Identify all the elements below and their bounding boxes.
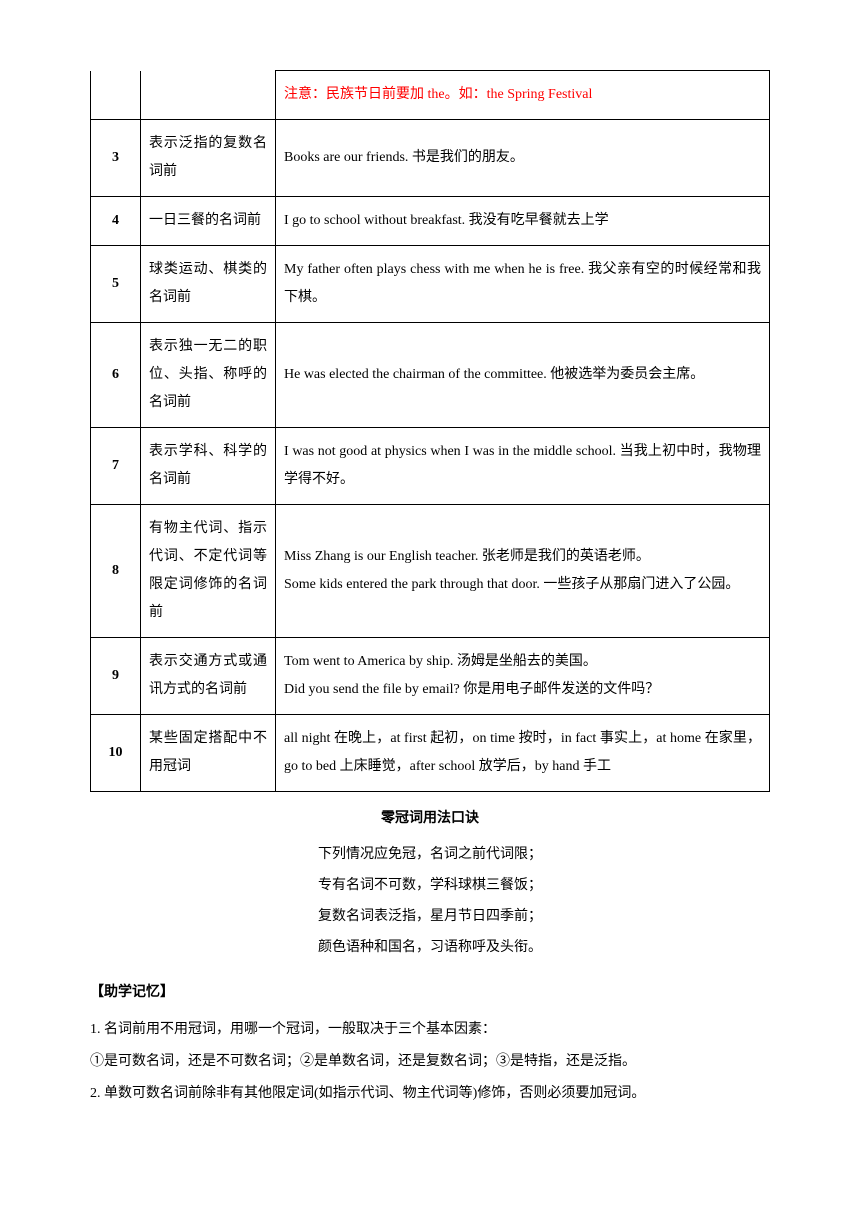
- row-category: 表示学科、科学的名词前: [141, 428, 276, 505]
- row-category: 表示泛指的复数名词前: [141, 120, 276, 197]
- row-category: 表示交通方式或通讯方式的名词前: [141, 638, 276, 715]
- mnemonic-block: 1. 名词前用不用冠词，用哪一个冠词，一般取决于三个基本因素：①是可数名词，还是…: [90, 1014, 770, 1111]
- row-number: 7: [91, 428, 141, 505]
- table-body: 注意：民族节日前要加 the。如：the Spring Festival3表示泛…: [91, 71, 770, 792]
- zero-article-table: 注意：民族节日前要加 the。如：the Spring Festival3表示泛…: [90, 70, 770, 792]
- rhyme-line: 专有名词不可数，学科球棋三餐饭；: [90, 871, 770, 902]
- row-example: Books are our friends. 书是我们的朋友。: [276, 120, 770, 197]
- row-number: 6: [91, 323, 141, 428]
- table-row: 注意：民族节日前要加 the。如：the Spring Festival: [91, 71, 770, 120]
- row-example: all night 在晚上，at first 起初，on time 按时，in …: [276, 715, 770, 792]
- rhyme-line: 颜色语种和国名，习语称呼及头衔。: [90, 933, 770, 964]
- row-category: [141, 71, 276, 120]
- row-number: 3: [91, 120, 141, 197]
- row-number: 10: [91, 715, 141, 792]
- row-example: Tom went to America by ship. 汤姆是坐船去的美国。D…: [276, 638, 770, 715]
- row-number: 9: [91, 638, 141, 715]
- row-category: 某些固定搭配中不用冠词: [141, 715, 276, 792]
- row-category: 球类运动、棋类的名词前: [141, 246, 276, 323]
- table-row: 5球类运动、棋类的名词前My father often plays chess …: [91, 246, 770, 323]
- mnemonic-line: 2. 单数可数名词前除非有其他限定词(如指示代词、物主代词等)修饰，否则必须要加…: [90, 1078, 770, 1110]
- mnemonic-heading: 【助学记忆】: [90, 982, 770, 1004]
- row-example: Miss Zhang is our English teacher. 张老师是我…: [276, 505, 770, 638]
- table-row: 9表示交通方式或通讯方式的名词前Tom went to America by s…: [91, 638, 770, 715]
- table-row: 6表示独一无二的职位、头指、称呼的名词前He was elected the c…: [91, 323, 770, 428]
- mnemonic-line: 1. 名词前用不用冠词，用哪一个冠词，一般取决于三个基本因素：: [90, 1014, 770, 1046]
- table-row: 4一日三餐的名词前I go to school without breakfas…: [91, 197, 770, 246]
- row-category: 表示独一无二的职位、头指、称呼的名词前: [141, 323, 276, 428]
- row-category: 一日三餐的名词前: [141, 197, 276, 246]
- table-row: 8有物主代词、指示代词、不定代词等限定词修饰的名词前Miss Zhang is …: [91, 505, 770, 638]
- table-row: 10某些固定搭配中不用冠词all night 在晚上，at first 起初，o…: [91, 715, 770, 792]
- row-number: 4: [91, 197, 141, 246]
- rhyme-title: 零冠词用法口诀: [90, 808, 770, 830]
- rhyme-line: 下列情况应免冠，名词之前代词限；: [90, 840, 770, 871]
- row-number: [91, 71, 141, 120]
- row-example: I go to school without breakfast. 我没有吃早餐…: [276, 197, 770, 246]
- table-row: 3表示泛指的复数名词前Books are our friends. 书是我们的朋…: [91, 120, 770, 197]
- row-example: I was not good at physics when I was in …: [276, 428, 770, 505]
- rhyme-block: 下列情况应免冠，名词之前代词限；专有名词不可数，学科球棋三餐饭；复数名词表泛指，…: [90, 840, 770, 963]
- row-number: 8: [91, 505, 141, 638]
- row-example: He was elected the chairman of the commi…: [276, 323, 770, 428]
- row-example: My father often plays chess with me when…: [276, 246, 770, 323]
- row-number: 5: [91, 246, 141, 323]
- mnemonic-line: ①是可数名词，还是不可数名词；②是单数名词，还是复数名词；③是特指，还是泛指。: [90, 1046, 770, 1078]
- row-example: 注意：民族节日前要加 the。如：the Spring Festival: [276, 71, 770, 120]
- rhyme-line: 复数名词表泛指，星月节日四季前；: [90, 902, 770, 933]
- row-category: 有物主代词、指示代词、不定代词等限定词修饰的名词前: [141, 505, 276, 638]
- table-row: 7表示学科、科学的名词前I was not good at physics wh…: [91, 428, 770, 505]
